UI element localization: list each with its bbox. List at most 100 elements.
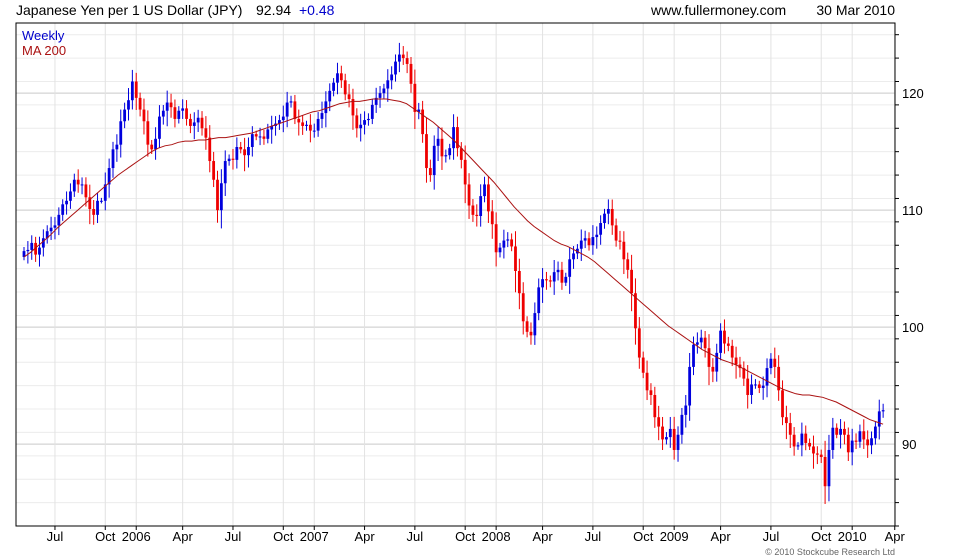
candle-body	[428, 168, 432, 176]
candle	[804, 425, 808, 451]
candle	[45, 225, 49, 244]
candle-body	[61, 204, 65, 215]
candle	[34, 236, 38, 262]
candle-body	[285, 102, 289, 117]
candle	[498, 242, 502, 258]
x-tick-label: Apr	[354, 529, 375, 544]
candle-body	[425, 134, 428, 169]
candle	[115, 134, 119, 162]
candle-body	[351, 99, 355, 116]
candle-body	[146, 121, 150, 145]
candle	[846, 427, 850, 462]
y-tick-label: 100	[902, 320, 924, 335]
candle	[142, 98, 146, 135]
candle	[208, 125, 212, 173]
candle	[254, 130, 258, 141]
candle-body	[603, 213, 606, 224]
candle-body	[69, 191, 72, 201]
candle-body	[347, 94, 351, 100]
candle-body	[750, 384, 753, 395]
candle	[494, 212, 498, 267]
candle	[231, 148, 235, 170]
candle-body	[158, 116, 161, 139]
candle	[262, 129, 266, 145]
candle	[425, 117, 428, 183]
candle	[537, 278, 541, 321]
x-tick-label: Oct	[633, 529, 654, 544]
candle	[146, 110, 150, 157]
candle	[324, 91, 328, 128]
candle	[715, 343, 719, 382]
candle	[548, 275, 552, 288]
candle	[556, 261, 560, 281]
candle-body	[595, 234, 599, 238]
candle	[243, 137, 246, 172]
candle-body	[219, 183, 223, 211]
candle	[676, 426, 680, 462]
x-tick-label: 2009	[660, 529, 689, 544]
candle-body	[796, 445, 800, 447]
candle-body	[127, 100, 130, 110]
candle-body	[587, 238, 591, 246]
y-tick-label: 110	[902, 203, 923, 218]
candle	[374, 87, 378, 113]
candle-body	[38, 247, 41, 255]
candle	[107, 158, 111, 198]
candle	[746, 365, 750, 409]
candle-body	[572, 253, 575, 260]
candle	[247, 137, 250, 168]
site-link[interactable]: www.fullermoney.com	[650, 2, 786, 18]
candle-body	[432, 145, 436, 176]
candle-body	[707, 348, 711, 367]
candle-body	[216, 179, 219, 211]
candle	[26, 241, 30, 264]
candle	[792, 427, 796, 456]
candle	[517, 258, 521, 310]
candle	[185, 100, 188, 126]
candle	[355, 108, 359, 138]
candle-body	[266, 129, 270, 139]
x-tick-label: 2006	[122, 529, 151, 544]
candle	[432, 135, 436, 190]
candle-body	[494, 224, 498, 253]
x-tick-label: Apr	[710, 529, 731, 544]
candle	[49, 216, 53, 241]
candle	[808, 438, 812, 451]
candle	[819, 449, 823, 464]
candle	[579, 229, 583, 261]
candle	[274, 116, 277, 136]
candle	[119, 109, 123, 158]
candle	[134, 72, 138, 110]
candle-body	[726, 343, 730, 346]
candle-body	[185, 108, 188, 119]
chart-grid	[16, 23, 896, 527]
candle-body	[784, 417, 788, 424]
candle-body	[800, 433, 804, 446]
candle	[564, 272, 568, 286]
plot-frame	[15, 22, 896, 527]
candle	[301, 115, 305, 135]
x-tick-label: 2007	[300, 529, 329, 544]
candle-body	[324, 101, 328, 114]
candle	[487, 176, 490, 223]
candle-body	[874, 426, 877, 439]
candle-body	[467, 184, 471, 206]
candle	[436, 127, 440, 162]
candle	[111, 141, 115, 178]
candle-body	[49, 227, 53, 232]
candle-body	[517, 270, 521, 294]
chart-date: 30 Mar 2010	[816, 2, 895, 18]
candle	[30, 235, 34, 260]
candle	[533, 302, 537, 345]
candle	[637, 317, 641, 369]
candle	[297, 109, 301, 136]
candle-body	[630, 269, 633, 294]
candle-body	[308, 124, 312, 131]
candle-body	[243, 149, 246, 156]
candle	[618, 230, 622, 250]
candle-body	[641, 357, 645, 373]
candle-body	[498, 247, 502, 253]
candle	[866, 430, 870, 458]
candle	[843, 421, 846, 445]
candle-body	[436, 138, 440, 146]
